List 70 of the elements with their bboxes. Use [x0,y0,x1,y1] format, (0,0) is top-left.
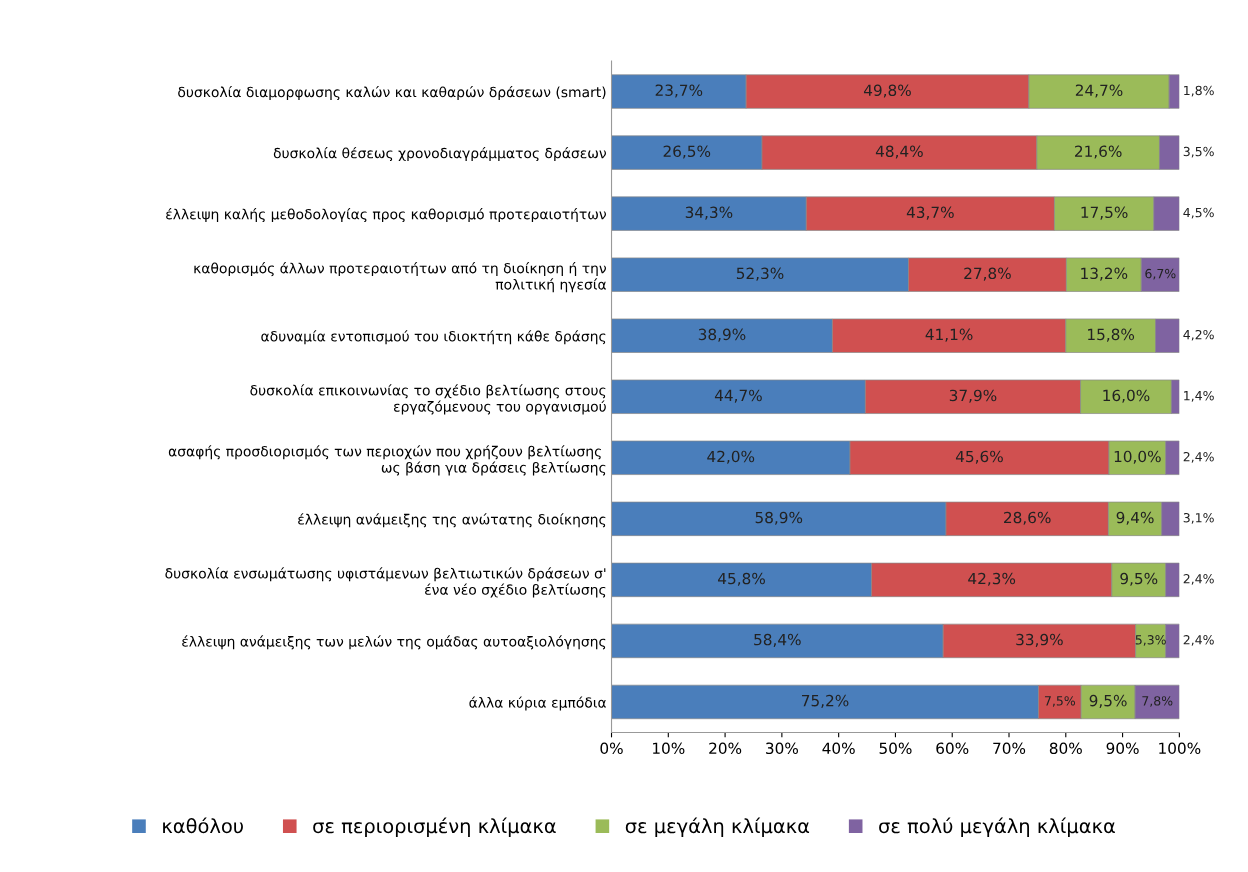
x-tick-label: 10% [653,742,685,755]
data-label: 21,6% [1075,145,1122,159]
data-label: 45,6% [955,450,1003,464]
data-label: 6,7% [1145,268,1176,280]
data-label: 23,7% [655,84,703,98]
data-label: 3,5% [1183,146,1214,158]
data-label: 2,4% [1183,635,1214,646]
data-label: 4,5% [1183,207,1214,219]
data-label: 27,8% [964,267,1011,281]
legend-label: σε περιορισμένη κλίμακα [313,817,556,838]
data-label: 58,9% [755,511,803,525]
data-label: 52,3% [736,267,784,281]
x-tick-label: 90% [1106,742,1139,755]
x-tick-label: 60% [936,742,969,755]
data-label: 42,3% [968,572,1016,586]
y-tick-label: δυσκολία ενσωμάτωσης υφιστάμενων βελτιωτικών δράσεων σ' ένα νέο σχέδιο βελτίωσης [165,567,606,598]
data-label: 7,8% [1142,696,1173,707]
x-tick-label: 20% [709,742,742,755]
x-tick-label: 0% [600,742,623,755]
data-label: 45,8% [718,572,765,586]
data-label: 1,8% [1184,85,1214,97]
data-label: 9,5% [1089,694,1127,708]
data-label: 26,5% [663,145,711,159]
y-tick-label: καθορισμός άλλων προτεραιοτήτων από τη διοίκηση ή την πολιτική ηγεσία [194,262,606,293]
data-label: 41,1% [925,328,973,342]
data-label: 75,2% [802,694,849,708]
data-label: 38,9% [698,328,746,342]
x-tick-label: 70% [993,742,1026,755]
data-label: 16,0% [1103,389,1150,403]
y-tick-label: ασαφής προσδιορισμός των περιοχών που χρήζουν βελτίωσης ως βάση για δράσεις βελτίωσης [168,445,606,476]
y-tick-label: δυσκολία θέσεως χρονοδιαγράμματος δράσεων [273,147,606,162]
legend-label: σε πολύ μεγάλη κλίμακα [879,817,1115,838]
data-label: 28,6% [1004,511,1051,525]
x-tick-label: 80% [1049,742,1082,755]
data-label: 1,4% [1184,390,1214,402]
data-label: 33,9% [1016,633,1063,647]
data-label: 15,8% [1088,328,1135,342]
y-tick-label: έλλειψη ανάμειξης της ανώτατης διοίκησης [298,513,606,528]
data-label: 13,2% [1081,267,1128,281]
data-label: 9,5% [1120,572,1158,586]
data-label: 5,3% [1135,635,1166,646]
x-tick-label: 40% [822,742,855,755]
data-label: 10,0% [1114,450,1161,464]
data-label: 7,5% [1044,696,1076,707]
data-label: 2,4% [1183,574,1214,585]
data-label: 2,4% [1183,451,1214,463]
data-label: 58,4% [754,633,801,647]
data-label: 24,7% [1075,84,1123,98]
data-label: 37,9% [949,389,997,403]
x-tick-label: 30% [766,742,799,755]
y-tick-label: έλλειψη ανάμειξης των μελών της ομάδας αυτοαξιολόγησης [182,635,606,650]
x-tick-label: 100% [1159,742,1201,755]
data-label: 4,2% [1183,329,1214,341]
legend-label: σε μεγάλη κλίμακα [625,817,810,838]
y-tick-label: έλλειψη καλής μεθοδολογίας προς καθορισμό προτεραιοτήτων [166,208,606,223]
data-label: 43,7% [906,206,954,220]
y-tick-label: άλλα κύρια εμπόδια [469,696,606,711]
y-tick-label: δυσκολία διαμορφωσης καλών και καθαρών δράσεων (smart) [178,86,606,101]
data-label: 3,1% [1183,513,1214,524]
data-label: 48,4% [875,145,923,159]
data-label: 9,4% [1116,511,1154,525]
data-label: 44,7% [714,389,762,403]
legend-label: καθόλου [163,817,243,834]
data-label: 42,0% [707,450,755,464]
y-tick-label: αδυναμία εντοπισμού του ιδιοκτήτη κάθε δράσης [261,330,606,345]
data-label: 49,8% [863,84,911,98]
x-tick-label: 50% [879,742,912,755]
data-label: 34,3% [685,206,733,220]
data-label: 17,5% [1081,206,1128,220]
y-tick-label: δυσκολία επικοινωνίας το σχέδιο βελτίωσης στους εργαζόμενους του οργανισμού [250,384,606,415]
